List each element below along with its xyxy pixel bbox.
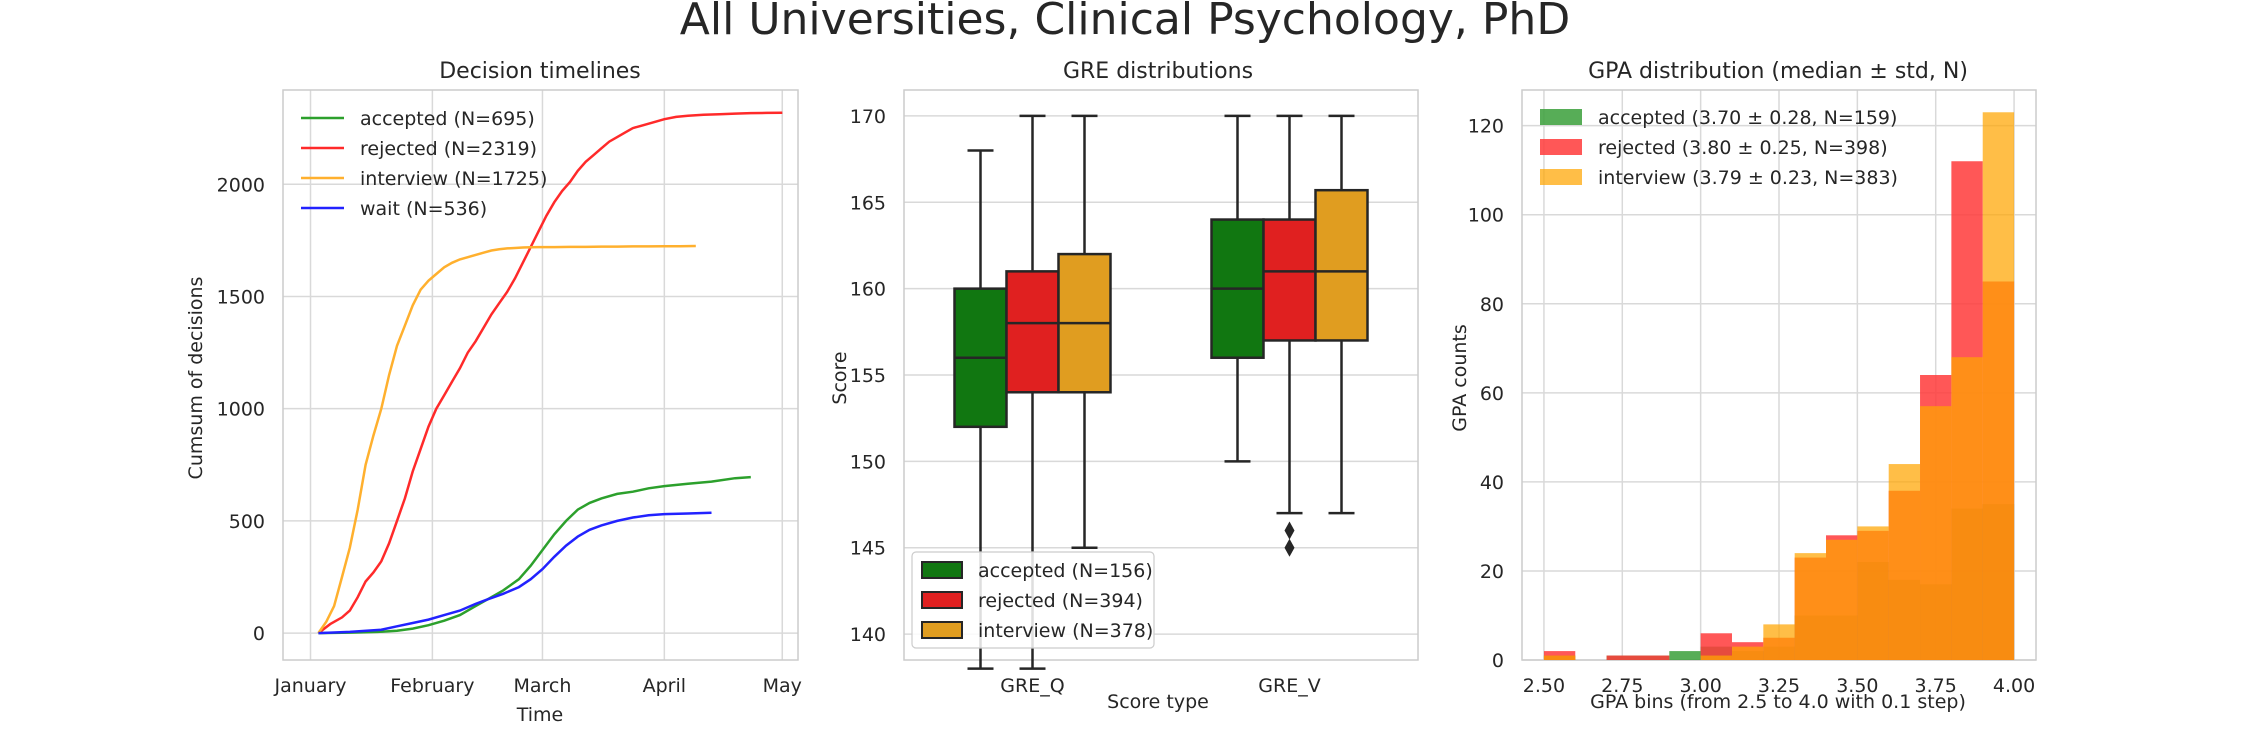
gpa-title: GPA distribution (median ± std, N) [1588, 59, 1968, 84]
gre-y-tick-label: 140 [850, 624, 886, 646]
gpa-legend-swatch [1540, 109, 1582, 125]
gpa-legend-swatch [1540, 139, 1582, 155]
timeline-x-tick-label: February [390, 675, 474, 697]
timeline-legend: accepted (N=695) rejected (N=2319) intervi… [301, 108, 547, 220]
gpa-ylabel: GPA counts [1449, 324, 1471, 432]
timeline-xlabel: Time [516, 704, 564, 726]
timeline-x-tick-label: January [274, 675, 347, 697]
gre-legend-label: accepted (N=156) [978, 560, 1153, 582]
gpa-bar [1543, 655, 1576, 660]
timeline-x-tick-label: May [763, 675, 802, 697]
gpa-bar [1826, 539, 1858, 660]
gpa-bar [1951, 357, 1983, 660]
gre-box [1262, 114, 1317, 557]
gpa-x-tick-label: 3.50 [1836, 675, 1878, 697]
gre-box [1005, 114, 1060, 670]
timeline-legend-label: rejected (N=2319) [360, 138, 537, 160]
gre-legend-label: rejected (N=394) [978, 590, 1143, 612]
gre-outlier [1284, 538, 1295, 557]
gre-box-body [1262, 218, 1317, 342]
gpa-bar [1731, 646, 1764, 660]
timeline-legend-label: accepted (N=695) [360, 108, 535, 130]
gpa-x-tick-label: 4.00 [1993, 675, 2035, 697]
gre-legend-frame [911, 551, 1155, 649]
gpa-x-tick-label: 3.25 [1758, 675, 1800, 697]
gpa-legend: accepted (3.70 ± 0.28, N=159) rejected (3… [1540, 107, 1898, 189]
gre-y-tick-label: 165 [850, 192, 886, 214]
timeline-y-tick-label: 1500 [217, 286, 265, 308]
gre-y-tick-label: 160 [850, 279, 886, 301]
gpa-y-tick-label: 20 [1480, 561, 1504, 583]
page-title: All Universities, Clinical Psychology, P… [679, 0, 1571, 45]
timeline-plot-frame [282, 89, 799, 661]
gpa-bar [1637, 655, 1670, 660]
gre-legend-swatch [921, 591, 963, 609]
timeline-x-tick-label: March [514, 675, 572, 697]
gpa-y-tick-label: 60 [1480, 383, 1504, 405]
gpa-bar [1857, 526, 1889, 660]
gre-y-tick-label: 155 [850, 365, 886, 387]
timeline-series-line [317, 111, 783, 635]
gpa-bar [1794, 553, 1827, 660]
gre-legend-label: interview (N=378) [978, 620, 1153, 642]
timeline-x-tick-label: April [643, 675, 686, 697]
gpa-series-bars [1543, 112, 2015, 660]
timeline-legend-label: interview (N=1725) [360, 168, 547, 190]
gpa-legend-label: interview (3.79 ± 0.23, N=383) [1598, 167, 1898, 189]
gre-box [1314, 114, 1369, 515]
gre-x-tick-label: GRE_Q [1000, 675, 1064, 697]
gpa-xlabel: GPA bins (from 2.5 to 4.0 with 0.1 step) [1590, 691, 1966, 713]
timeline-grid [283, 90, 798, 660]
gre-y-tick-label: 150 [850, 451, 886, 473]
gpa-x-tick-label: 2.50 [1523, 675, 1565, 697]
gre-box [1057, 114, 1112, 549]
timeline-series-line [317, 244, 696, 634]
gpa-y-tick-label: 100 [1468, 205, 1504, 227]
timeline-y-tick-label: 1000 [217, 399, 265, 421]
timeline-legend-label: wait (N=536) [360, 198, 487, 220]
gre-outlier [1284, 521, 1295, 540]
timeline-y-tick-label: 0 [253, 623, 265, 645]
gre-legend-swatch [921, 621, 963, 639]
gre-y-tick-label: 170 [850, 106, 886, 128]
gpa-x-tick-label: 2.75 [1601, 675, 1643, 697]
gre-x-tick-label: GRE_V [1258, 675, 1320, 697]
gre-xlabel: Score type [1107, 691, 1209, 713]
gre-box-body [1005, 270, 1060, 394]
gpa-x-tick-label: 3.75 [1915, 675, 1957, 697]
gpa-bar [1763, 624, 1795, 660]
timeline-y-tick-label: 2000 [217, 174, 265, 196]
gpa-y-tick-label: 80 [1480, 294, 1504, 316]
gre-ylabel: Score [829, 351, 851, 404]
gpa-bar [1606, 655, 1638, 660]
gre-legend-swatch [921, 561, 963, 579]
gpa-legend-label: rejected (3.80 ± 0.25, N=398) [1598, 137, 1888, 159]
gpa-bar [1982, 112, 2015, 660]
gre-title: GRE distributions [1063, 59, 1253, 84]
gpa-bar [1700, 655, 1732, 660]
gre-box-body [1314, 188, 1369, 342]
timeline-title: Decision timelines [439, 59, 641, 84]
gre-box [1210, 114, 1265, 463]
gpa-legend-label: accepted (3.70 ± 0.28, N=159) [1598, 107, 1897, 129]
gre-legend: accepted (N=156) rejected (N=394) intervie… [911, 551, 1155, 649]
timeline-series-line [318, 511, 712, 635]
timeline-series-line [318, 475, 751, 635]
timeline-ylabel: Cumsum of decisions [185, 277, 207, 480]
gpa-y-tick-label: 0 [1492, 650, 1504, 672]
timeline-y-tick-label: 500 [229, 511, 265, 533]
gre-plot-frame [903, 89, 1419, 661]
gpa-y-tick-label: 40 [1480, 472, 1504, 494]
gpa-y-tick-label: 120 [1468, 116, 1504, 138]
gpa-legend-swatch [1540, 169, 1582, 185]
gpa-bar [1920, 406, 1952, 660]
gre-y-tick-label: 145 [850, 538, 886, 560]
gpa-bar [1669, 651, 1701, 660]
gpa-bar [1888, 464, 1921, 660]
gpa-x-tick-label: 3.00 [1679, 675, 1721, 697]
